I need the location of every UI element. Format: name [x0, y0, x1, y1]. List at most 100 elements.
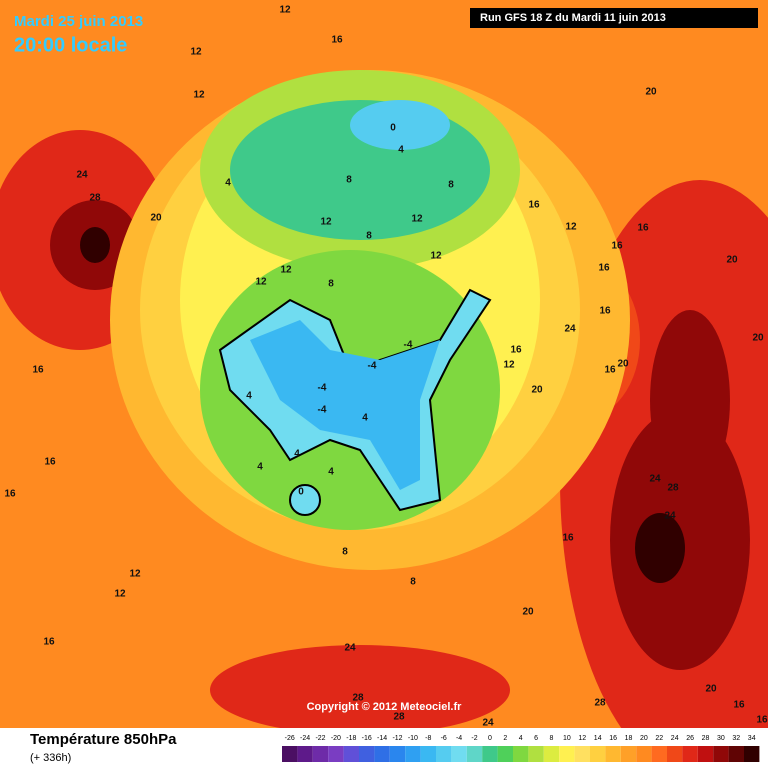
contour-label: 12	[430, 251, 442, 262]
scale-label: -8	[425, 735, 431, 742]
scale-swatch	[328, 746, 344, 762]
scale-label: -6	[441, 735, 447, 742]
scale-label: -12	[392, 735, 402, 742]
contour-label: 12	[193, 90, 205, 101]
scale-label: 12	[578, 735, 586, 742]
contour-label: 12	[279, 5, 291, 16]
contour-label: 12	[129, 569, 141, 580]
contour-label: -4	[318, 405, 327, 416]
contour-label: 4	[225, 178, 231, 189]
scale-swatch	[728, 746, 744, 762]
contour-label: 4	[398, 145, 404, 156]
scale-label: 2	[503, 735, 507, 742]
contour-label: 8	[410, 577, 416, 588]
scale-label: -2	[471, 735, 477, 742]
scale-label: -16	[362, 735, 372, 742]
contour-label: 16	[4, 489, 16, 500]
contour-label: 4	[362, 413, 368, 424]
scale-label: 28	[702, 735, 710, 742]
run-box	[470, 8, 758, 28]
scale-swatch	[651, 746, 667, 762]
scale-label: 10	[563, 735, 571, 742]
contour-label: 16	[562, 533, 574, 544]
contour-label: 20	[150, 213, 162, 224]
scale-swatch	[297, 746, 313, 762]
scale-label: -22	[315, 735, 325, 742]
scale-swatch	[559, 746, 575, 762]
contour-label: 8	[342, 547, 348, 558]
contour-label: 0	[390, 123, 396, 134]
contour-label: 24	[649, 474, 661, 485]
contour-label: 28	[594, 698, 606, 709]
contour-label: 12	[411, 214, 423, 225]
contour-label: -4	[318, 383, 327, 394]
scale-swatch	[713, 746, 729, 762]
contour-label: 16	[528, 200, 540, 211]
contour-label: 16	[611, 241, 623, 252]
scale-label: 24	[671, 735, 679, 742]
contour-label: 24	[564, 324, 576, 335]
contour-label: -4	[404, 340, 413, 351]
contour-label: 20	[726, 255, 738, 266]
scale-swatch	[482, 746, 498, 762]
contour-label: 28	[89, 193, 101, 204]
scale-swatch	[451, 746, 467, 762]
contour-label: 8	[346, 175, 352, 186]
scale-swatch	[359, 746, 375, 762]
contour-label: 28	[352, 693, 364, 704]
scale-swatch	[282, 746, 298, 762]
contour-label: 8	[366, 231, 372, 242]
contour-label: 16	[637, 223, 649, 234]
contour-label: 4	[257, 462, 263, 473]
contour-label: 12	[503, 360, 515, 371]
contour-label: 28	[667, 483, 679, 494]
contour-label: 20	[531, 385, 543, 396]
contour-label: 12	[255, 277, 267, 288]
scale-swatch	[405, 746, 421, 762]
scale-label: -18	[346, 735, 356, 742]
contour-label: 16	[604, 365, 616, 376]
copyright: Copyright © 2012 Meteociel.fr	[307, 701, 463, 713]
contour-label: 8	[448, 180, 454, 191]
scale-swatch	[312, 746, 329, 762]
scale-label: 26	[686, 735, 694, 742]
contour-label: 20	[522, 607, 534, 618]
scale-swatch	[620, 746, 637, 762]
scale-swatch	[466, 746, 483, 762]
scale-swatch	[497, 746, 513, 762]
contour-label: -4	[368, 361, 377, 372]
scale-swatch	[374, 746, 390, 762]
lead-time: (+ 336h)	[30, 752, 71, 764]
contour-label: 24	[76, 170, 88, 181]
scale-swatch	[744, 746, 760, 762]
scale-label: 8	[550, 735, 554, 742]
contour-label: 12	[565, 222, 577, 233]
scale-swatch	[605, 746, 621, 762]
scale-label: -24	[300, 735, 310, 742]
scale-label: 14	[594, 735, 602, 742]
local-time: 20:00 locale	[14, 34, 127, 56]
contour-label: 20	[645, 87, 657, 98]
scale-label: 6	[534, 735, 538, 742]
scale-label: 0	[488, 735, 492, 742]
contour-label: 16	[599, 306, 611, 317]
scale-label: -4	[456, 735, 462, 742]
contour-label: 12	[320, 217, 332, 228]
contour-label: 4	[246, 391, 252, 402]
contour-label: 8	[328, 279, 334, 290]
date: Mardi 25 juin 2013	[14, 13, 143, 30]
scale-label: -20	[331, 735, 341, 742]
contour-label: 16	[510, 345, 522, 356]
scale-swatch	[513, 746, 529, 762]
scale-label: 20	[640, 735, 648, 742]
scale-label: -26	[285, 735, 295, 742]
scale-label: 30	[717, 735, 725, 742]
contour-label: 16	[756, 715, 768, 726]
scale-swatch	[343, 746, 359, 762]
scale-label: 18	[625, 735, 633, 742]
scale-swatch	[389, 746, 406, 762]
color-scale: -26 -24 -22 -20 -18 -16 -14 -12 -10 -8 -6 -4 -2 0 2 4 6 8…	[282, 735, 760, 762]
